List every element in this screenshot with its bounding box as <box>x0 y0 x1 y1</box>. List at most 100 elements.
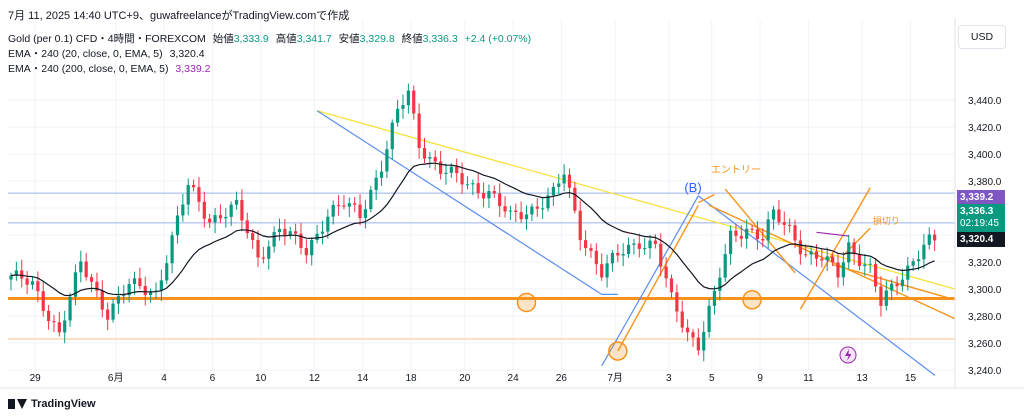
candle <box>95 272 99 298</box>
candle <box>106 302 110 330</box>
candle-body <box>89 277 94 282</box>
candle <box>149 288 153 304</box>
candle-body <box>487 191 491 199</box>
candle <box>191 179 196 192</box>
candle <box>686 319 690 342</box>
candle <box>879 276 883 317</box>
candle <box>702 321 706 362</box>
candle-body <box>256 239 260 258</box>
candle <box>857 244 862 271</box>
candle-body <box>766 219 770 241</box>
candle <box>111 298 115 323</box>
candle <box>712 285 717 315</box>
candle-body <box>449 166 453 173</box>
candlesticks <box>9 83 937 362</box>
candle-body <box>186 184 190 205</box>
open-label: 始値 <box>212 33 234 45</box>
candle <box>820 248 824 268</box>
tradingview-brand[interactable]: TradingView <box>8 398 96 410</box>
candle-body <box>583 240 588 249</box>
candle <box>503 196 507 218</box>
candle <box>809 246 813 265</box>
price-tick-label: 3,320.0 <box>968 258 1002 269</box>
candle <box>481 182 486 208</box>
candle <box>336 195 341 216</box>
axes: 3,240.03,260.03,280.03,300.03,320.03,340… <box>0 18 1024 389</box>
candle-body <box>927 234 931 245</box>
candle <box>465 176 470 190</box>
high-label: 高値 <box>275 33 297 45</box>
candle-body <box>363 209 368 218</box>
candle <box>578 200 582 251</box>
close-label: 終値 <box>401 33 423 45</box>
candle <box>127 278 131 303</box>
candle <box>251 229 255 249</box>
candle <box>487 184 491 209</box>
candle-body <box>315 233 319 241</box>
candle <box>277 218 282 241</box>
candle <box>594 243 598 275</box>
candle-body <box>261 257 265 259</box>
ema20-legend[interactable]: EMA・240 (20, close, 0, EMA, 5) 3,320.4 <box>8 46 205 61</box>
time-tick-label: 20 <box>459 373 471 384</box>
candle-body <box>428 157 432 159</box>
candle <box>777 200 781 226</box>
currency-button[interactable]: USD <box>958 25 1006 49</box>
candle <box>471 179 475 196</box>
candle <box>385 140 389 179</box>
candle <box>138 267 142 290</box>
ema20-label: EMA・240 (20, close, 0, EMA, 5) <box>8 48 163 60</box>
candle <box>25 271 29 295</box>
candle <box>310 237 314 266</box>
candle <box>159 269 163 302</box>
candle <box>890 279 894 300</box>
candle <box>745 219 749 249</box>
ema200-legend[interactable]: EMA・240 (200, close, 0, EMA, 5) 3,339.2 <box>8 61 210 76</box>
candle <box>170 231 174 274</box>
candle-body <box>809 251 813 255</box>
candle-body <box>680 311 684 328</box>
candle-body <box>63 320 67 333</box>
candle <box>20 259 24 288</box>
time-tick-label: 10 <box>255 373 267 384</box>
candle-body <box>68 296 72 321</box>
candle <box>583 230 588 256</box>
candle-body <box>116 296 120 304</box>
candle <box>900 268 905 292</box>
symbol-name[interactable]: Gold (per 0.1) CFD・4時間・FOREXCOM <box>8 33 206 45</box>
candle-body <box>621 253 625 256</box>
candle <box>841 251 845 286</box>
candle-body <box>159 280 163 291</box>
candle <box>100 280 104 318</box>
candle <box>154 282 158 299</box>
time-tick-label: 6 <box>210 373 216 384</box>
candle-body <box>465 184 470 186</box>
ema200-value: 3,339.2 <box>175 63 211 75</box>
candle <box>916 250 921 271</box>
candle-body <box>557 183 561 187</box>
ema20-price-badge: 3,320.4 <box>957 232 1005 247</box>
chart-attribution: 7月 11, 2025 14:40 UTC+9、guwafreelanceがTr… <box>8 10 350 22</box>
candle-body <box>272 232 276 247</box>
candle-body <box>234 199 239 205</box>
candle <box>433 150 437 171</box>
candle-body <box>25 278 29 285</box>
candle-body <box>304 247 308 256</box>
candle <box>52 314 56 332</box>
orange-breakout-line <box>799 187 871 310</box>
candle <box>788 218 792 233</box>
candle-body <box>498 193 502 207</box>
candle-body <box>718 277 722 291</box>
candle-body <box>84 261 88 278</box>
candle-body <box>229 204 233 217</box>
candle-body <box>503 206 507 212</box>
candle-body <box>916 259 921 262</box>
candle-body <box>277 228 282 233</box>
candle <box>514 203 518 222</box>
low-value: 3,329.8 <box>359 33 395 45</box>
candle <box>444 163 448 185</box>
candle <box>379 160 384 186</box>
trend-drawings <box>316 110 956 376</box>
channel-line-fall <box>697 195 936 376</box>
